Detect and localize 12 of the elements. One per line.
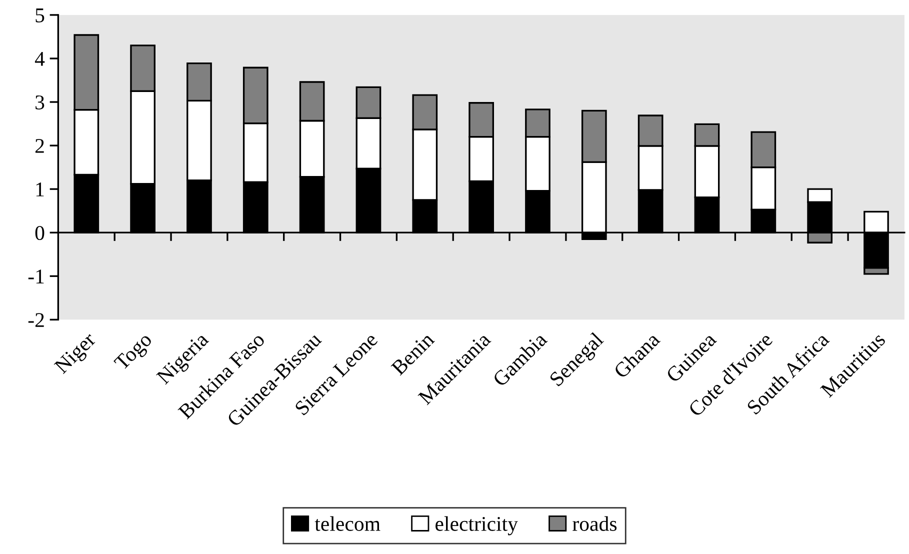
y-tick-label: 1 <box>36 182 44 196</box>
y-tick-label: 3 <box>36 95 44 110</box>
x-tick-label: Togo <box>114 332 156 374</box>
y-tick-label: 0 <box>35 226 44 240</box>
legend-label: telecom <box>314 516 380 531</box>
y-tick-label: 4 <box>34 52 45 66</box>
legend-label: electricity <box>436 516 518 536</box>
legend-label: roads <box>572 516 617 531</box>
y-tick-label: -2 <box>28 313 44 327</box>
y-tick-label: 5 <box>36 8 44 22</box>
y-tick-label: 2 <box>35 138 44 153</box>
y-tick-label: -1 <box>28 270 44 284</box>
